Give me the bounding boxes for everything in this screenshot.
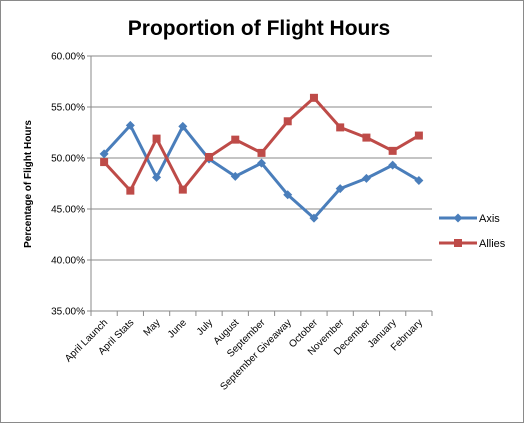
- legend-marker-axis: [453, 213, 463, 223]
- data-point-allies: [283, 117, 292, 126]
- data-point-axis: [388, 160, 398, 170]
- legend-marker-allies: [454, 239, 462, 247]
- data-point-allies: [414, 131, 423, 140]
- data-point-allies: [257, 148, 266, 157]
- data-point-axis: [178, 121, 188, 131]
- y-tick-label: 45.00%: [51, 205, 85, 216]
- data-point-axis: [152, 172, 162, 182]
- data-point-allies: [388, 146, 397, 155]
- data-point-allies: [231, 135, 240, 144]
- data-point-axis: [309, 213, 319, 223]
- data-point-allies: [336, 123, 345, 132]
- x-tick-label: June: [166, 317, 189, 340]
- data-point-axis: [99, 149, 109, 159]
- data-point-allies: [309, 93, 318, 102]
- legend-label-allies: Allies: [479, 238, 506, 250]
- data-point-allies: [152, 134, 161, 143]
- x-tick-label: May: [142, 317, 163, 338]
- data-point-axis: [414, 175, 424, 185]
- y-tick-label: 35.00%: [51, 307, 85, 318]
- data-point-axis: [257, 158, 266, 168]
- data-point-allies: [178, 185, 187, 194]
- y-axis-label: Percentage of Flight Hours: [23, 120, 34, 248]
- y-tick-label: 50.00%: [51, 154, 85, 165]
- legend-label-axis: Axis: [479, 213, 500, 225]
- data-point-axis: [125, 120, 135, 130]
- data-point-allies: [362, 133, 371, 142]
- y-tick-label: 55.00%: [51, 103, 85, 114]
- data-point-allies: [126, 186, 135, 195]
- data-point-axis: [230, 171, 240, 181]
- data-point-axis: [361, 173, 371, 183]
- y-tick-label: 40.00%: [51, 256, 85, 267]
- chart-title: Proportion of Flight Hours: [128, 17, 390, 40]
- x-tick-label: July: [195, 317, 215, 337]
- data-point-axis: [283, 190, 293, 200]
- data-point-axis: [335, 184, 345, 194]
- data-point-allies: [205, 152, 214, 161]
- y-tick-label: 60.00%: [51, 52, 85, 63]
- data-point-allies: [100, 158, 109, 167]
